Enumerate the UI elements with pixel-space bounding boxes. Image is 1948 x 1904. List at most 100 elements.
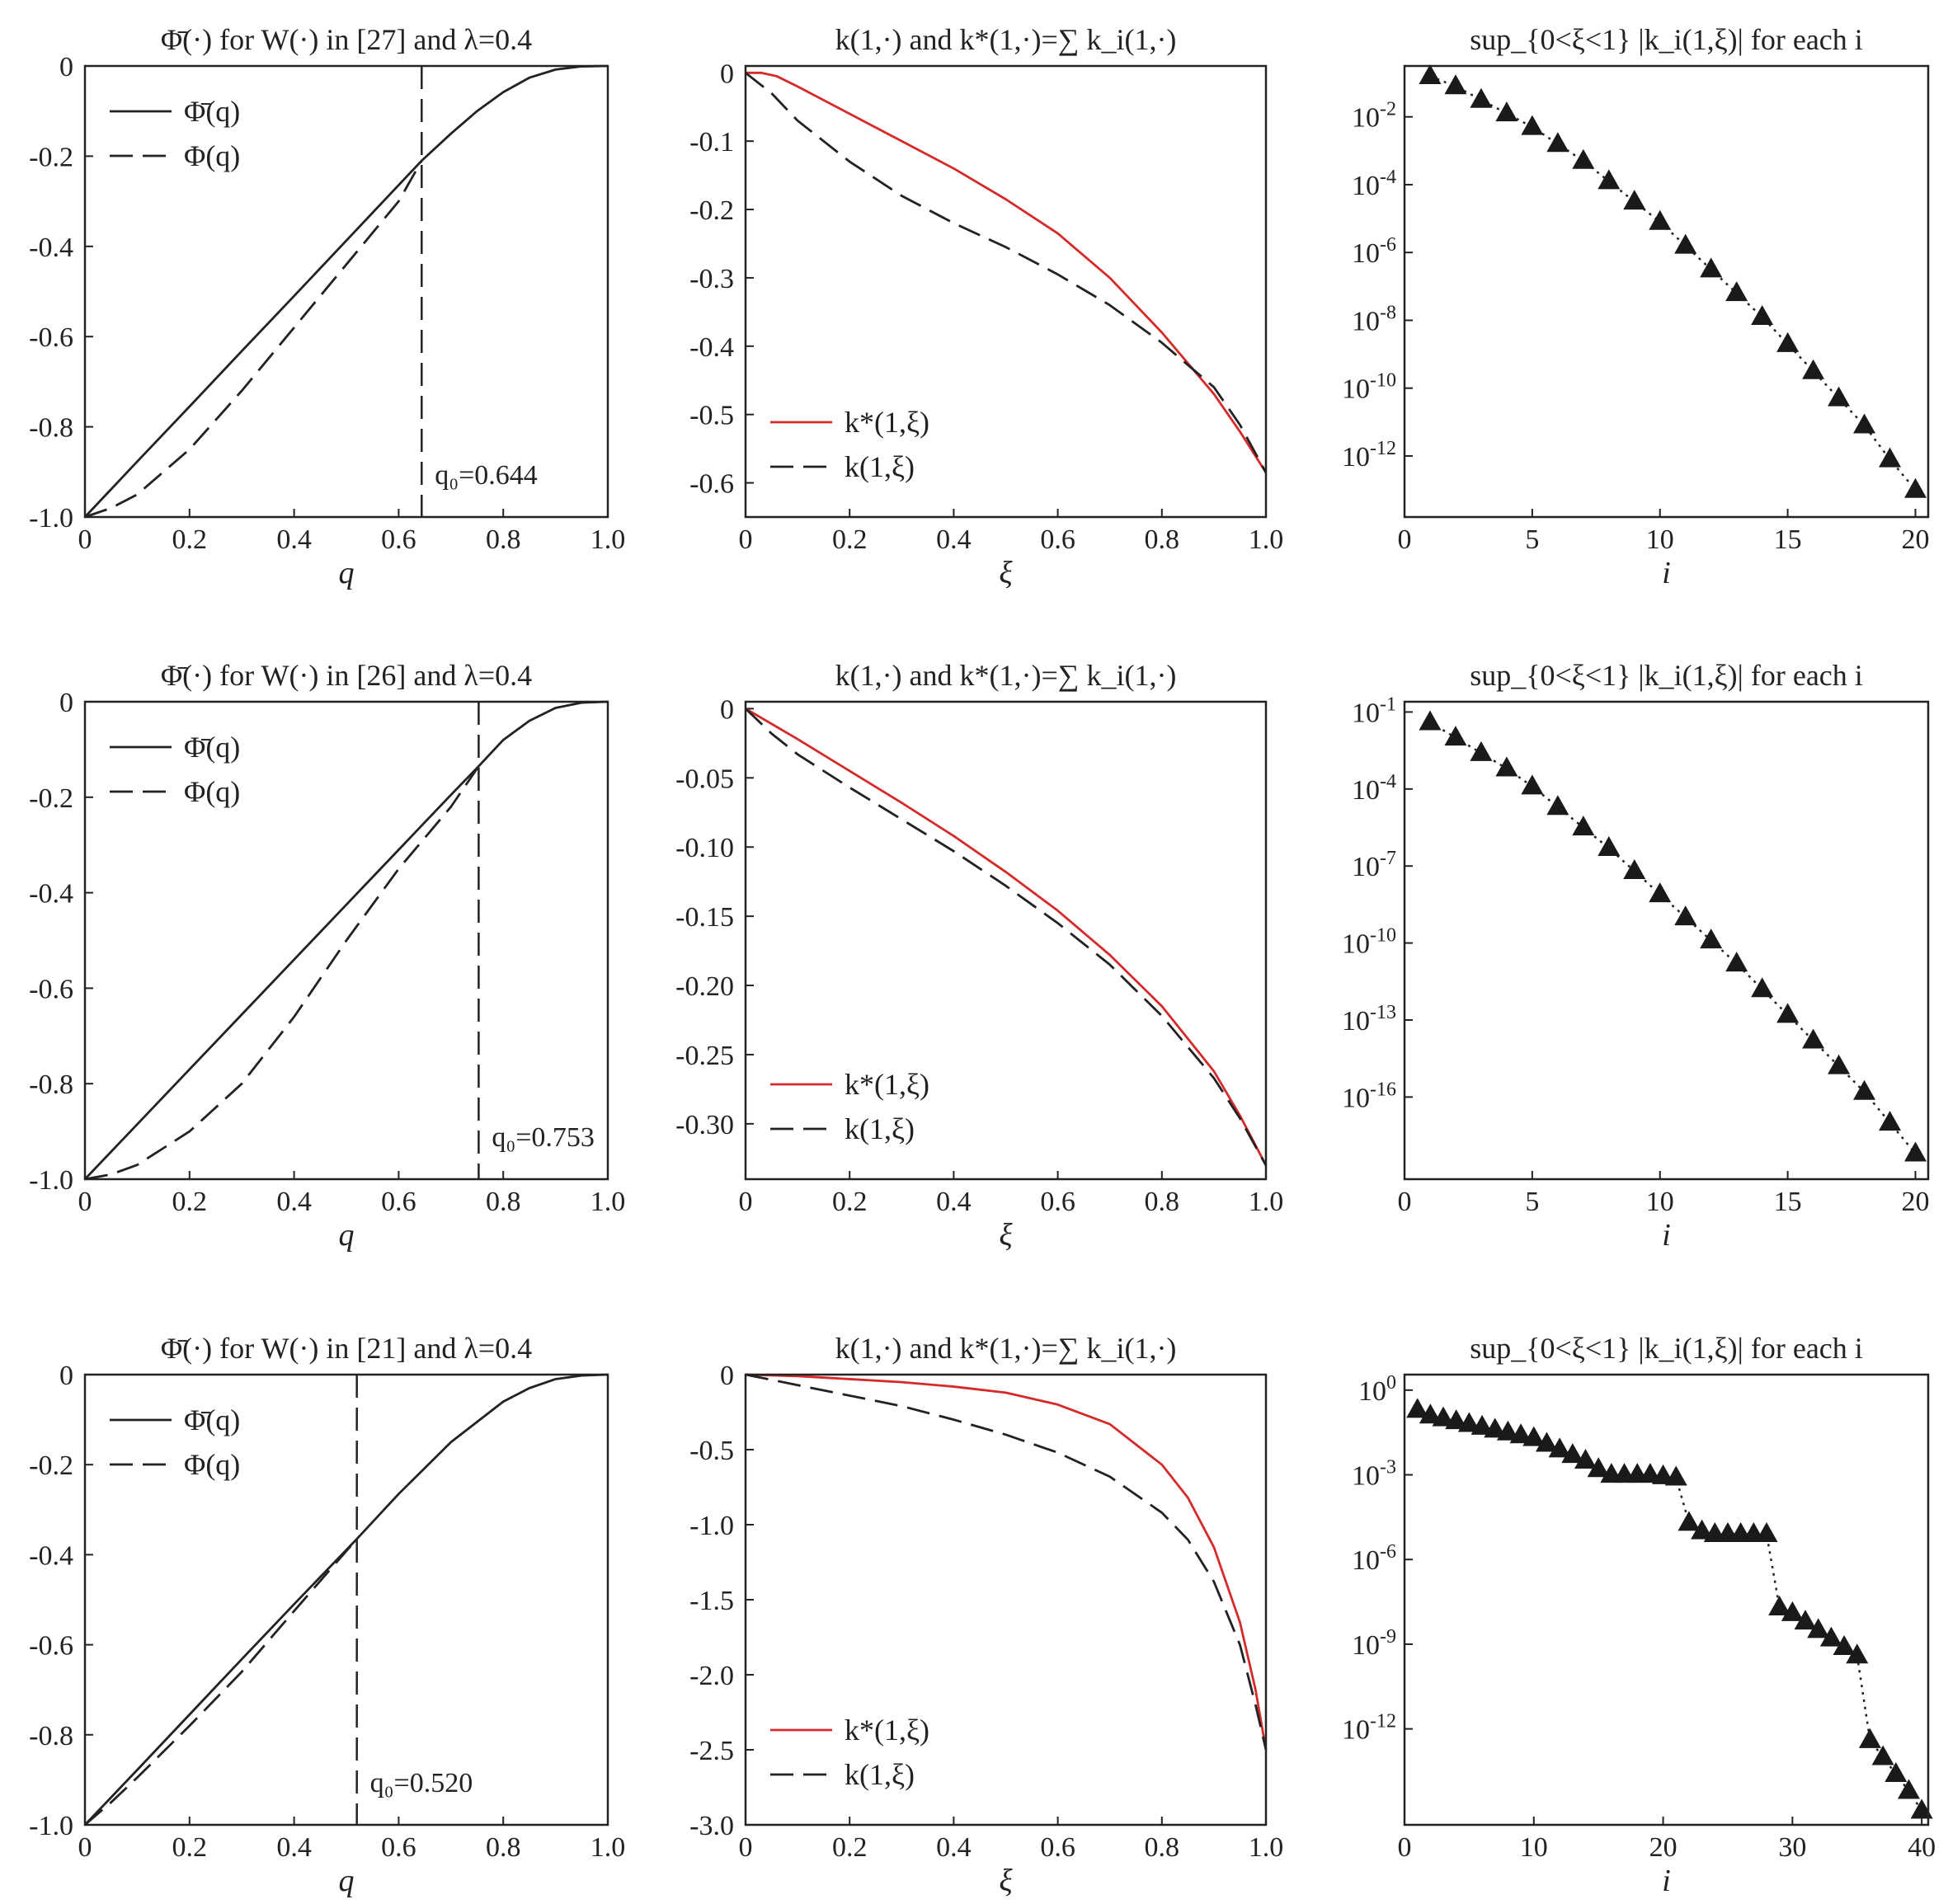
triangle-marker <box>1776 331 1800 352</box>
y-tick-label: 10-10 <box>1342 925 1396 960</box>
series-line-2 <box>84 765 480 1181</box>
x-tick-label: 0 <box>78 1187 92 1217</box>
triangle-marker <box>1674 233 1697 254</box>
x-tick-label: 0.2 <box>172 524 208 555</box>
y-tick-label: -2.5 <box>689 1736 734 1766</box>
triangle-marker <box>1910 1798 1933 1819</box>
x-tick-label: 20 <box>1902 524 1930 555</box>
x-tick-label: 0.6 <box>1040 1832 1075 1863</box>
triangle-marker <box>1444 726 1467 746</box>
triangle-marker <box>1700 257 1723 278</box>
chart-panel-4: Φ̄(·) for W(·) in [26] and λ=0.4 0 0.2 0.4 0… <box>29 659 625 1253</box>
y-tick-label: -0.15 <box>675 902 734 933</box>
triangle-marker <box>1768 1596 1791 1616</box>
y-tick-label: -0.5 <box>689 1436 734 1466</box>
y-tick-label: 0 <box>59 1361 73 1391</box>
y-tick-label: -1.0 <box>29 1811 73 1841</box>
x-tick-label: 15 <box>1774 524 1802 555</box>
x-tick-label: 10 <box>1520 1832 1548 1863</box>
x-tick-label: 15 <box>1774 1187 1802 1217</box>
y-tick-label: 10-16 <box>1342 1079 1396 1113</box>
plot-frame <box>744 1373 1268 1826</box>
y-tick-label: 10-4 <box>1352 167 1396 201</box>
triangle-marker <box>1879 1111 1902 1131</box>
y-tick-label: -0.6 <box>29 322 73 353</box>
x-tick-label: 20 <box>1649 1832 1677 1863</box>
triangle-marker <box>1871 1745 1894 1765</box>
triangle-marker <box>1751 304 1774 325</box>
x-tick-label: 0 <box>739 1187 753 1217</box>
y-tick-label: 10-13 <box>1342 1002 1396 1037</box>
series-line-1 <box>745 1373 1268 1751</box>
chart-panel-2: k(1,·) and k*(1,·)=∑ k_i(1,·) 0 0.2 0.4 0.6 0… <box>689 23 1283 590</box>
triangle-marker <box>1546 795 1569 816</box>
y-tick-label: 10-8 <box>1352 302 1396 336</box>
y-tick-label: 0 <box>59 52 73 82</box>
chart-title: Φ̄(·) for W(·) in [26] and λ=0.4 <box>161 659 532 692</box>
triangle-marker <box>1781 1601 1804 1621</box>
triangle-marker <box>1509 1423 1532 1444</box>
triangle-marker <box>1484 1417 1507 1438</box>
x-tick-label: 0.4 <box>936 524 972 555</box>
trend-dotted-line <box>1429 75 1917 491</box>
x-tick-label: 0.6 <box>381 1832 416 1863</box>
chart-panel-5: k(1,·) and k*(1,·)=∑ k_i(1,·) 0 0.2 0.4 0.6 0… <box>675 659 1283 1253</box>
plot-frame <box>83 700 609 1181</box>
y-tick-label: -1.0 <box>29 1165 73 1196</box>
chart-panel-8: k(1,·) and k*(1,·)=∑ k_i(1,·) 0 0.2 0.4 0.6 0… <box>689 1332 1283 1898</box>
triangle-marker <box>1846 1643 1869 1664</box>
triangle-marker <box>1794 1610 1817 1630</box>
triangle-marker <box>1495 101 1518 122</box>
y-tick-label: -0.2 <box>29 783 73 814</box>
q0-annotation: q₀=0.644 <box>435 460 538 491</box>
y-tick-label: 10-12 <box>1342 438 1396 472</box>
x-tick-label: 0.8 <box>1145 1187 1180 1217</box>
x-axis-label: ξ <box>999 556 1013 590</box>
x-tick-label: 1.0 <box>1249 524 1284 555</box>
y-tick-label: -0.30 <box>675 1110 734 1140</box>
triangle-marker <box>1495 756 1518 777</box>
y-tick-label: 10-6 <box>1352 234 1396 269</box>
x-tick-label: 0.2 <box>172 1187 208 1217</box>
triangle-marker <box>1521 115 1544 135</box>
chart-panel-6: sup_{0<ξ<1} |k_i(1,ξ)| for each i 0 5 10 15 2… <box>1342 659 1930 1253</box>
trend-dotted-line <box>1417 1408 1923 1812</box>
y-tick-label: -0.2 <box>29 1450 73 1481</box>
y-tick-label: 10-1 <box>1352 693 1396 728</box>
series-line-1 <box>83 64 609 518</box>
legend-label: k*(1,ξ) <box>845 1714 929 1747</box>
x-tick-label: 0.8 <box>486 1832 521 1863</box>
triangle-marker <box>1725 281 1748 302</box>
x-tick-label: 1.0 <box>1249 1187 1284 1217</box>
plot-frame <box>744 64 1268 519</box>
y-tick-label: -2.0 <box>689 1661 734 1691</box>
triangle-marker <box>1828 1054 1851 1074</box>
plot-frame <box>1403 700 1930 1181</box>
y-tick-label: 0 <box>59 688 73 718</box>
y-tick-label: -0.5 <box>689 401 734 431</box>
triangle-marker <box>1496 1420 1519 1441</box>
triangle-marker <box>1561 1443 1584 1464</box>
x-axis-label: ξ <box>999 1218 1013 1253</box>
x-axis-label: q <box>339 1218 355 1253</box>
x-tick-label: 5 <box>1525 1187 1539 1217</box>
chart-title: k(1,·) and k*(1,·)=∑ k_i(1,·) <box>835 23 1177 56</box>
triangle-marker <box>1587 1457 1610 1478</box>
x-tick-label: 0.4 <box>276 524 312 555</box>
x-tick-label: 0.8 <box>486 524 521 555</box>
y-tick-label: -0.20 <box>675 971 734 1002</box>
triangle-marker <box>1432 1406 1455 1427</box>
series-line-2 <box>745 1373 1268 1751</box>
y-tick-label: -0.3 <box>689 264 734 294</box>
triangle-marker <box>1904 477 1927 498</box>
legend-label: k*(1,ξ) <box>845 406 929 439</box>
y-tick-label: -0.6 <box>29 974 73 1004</box>
chart-title: k(1,·) and k*(1,·)=∑ k_i(1,·) <box>835 659 1177 692</box>
chart-title: Φ̄(·) for W(·) in [21] and λ=0.4 <box>161 1332 532 1365</box>
x-tick-label: 0.8 <box>1145 1832 1180 1863</box>
legend-label: k(1,ξ) <box>845 1112 915 1145</box>
x-tick-label: 0.4 <box>276 1832 312 1863</box>
triangle-marker <box>1664 1465 1687 1486</box>
plot-frame <box>1403 64 1930 519</box>
